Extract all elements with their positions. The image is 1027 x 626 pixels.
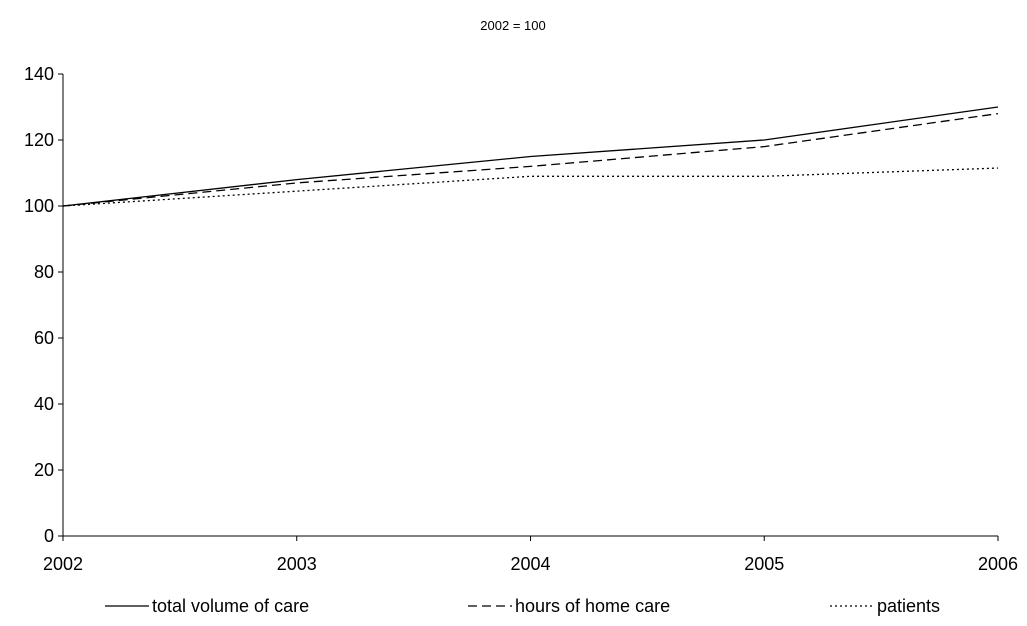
legend-label-2: patients bbox=[877, 596, 940, 616]
y-tick-label: 140 bbox=[24, 64, 54, 84]
y-tick-label: 0 bbox=[44, 526, 54, 546]
y-tick-label: 100 bbox=[24, 196, 54, 216]
y-axis: 0 20 40 60 80 100 120 140 bbox=[24, 64, 64, 546]
x-tick-label: 2003 bbox=[277, 554, 317, 574]
x-tick-label: 2006 bbox=[978, 554, 1018, 574]
x-tick-label: 2004 bbox=[510, 554, 550, 574]
series-line-0 bbox=[62, 106, 999, 207]
legend-label-1: hours of home care bbox=[515, 596, 670, 616]
y-tick-label: 80 bbox=[34, 262, 54, 282]
y-tick-label: 120 bbox=[24, 130, 54, 150]
series-lines bbox=[62, 106, 999, 207]
legend-label-0: total volume of care bbox=[152, 596, 309, 616]
x-tick-label: 2002 bbox=[43, 554, 83, 574]
x-axis: 2002 2003 2004 2005 2006 bbox=[43, 535, 1018, 574]
legend: total volume of care hours of home care pa… bbox=[105, 596, 940, 616]
x-tick-label: 2005 bbox=[744, 554, 784, 574]
y-tick-label: 20 bbox=[34, 460, 54, 480]
chart-subtitle: 2002 = 100 bbox=[480, 18, 545, 33]
y-tick-label: 60 bbox=[34, 328, 54, 348]
series-line-2 bbox=[62, 167, 999, 207]
y-tick-label: 40 bbox=[34, 394, 54, 414]
series-line-1 bbox=[62, 112, 999, 207]
